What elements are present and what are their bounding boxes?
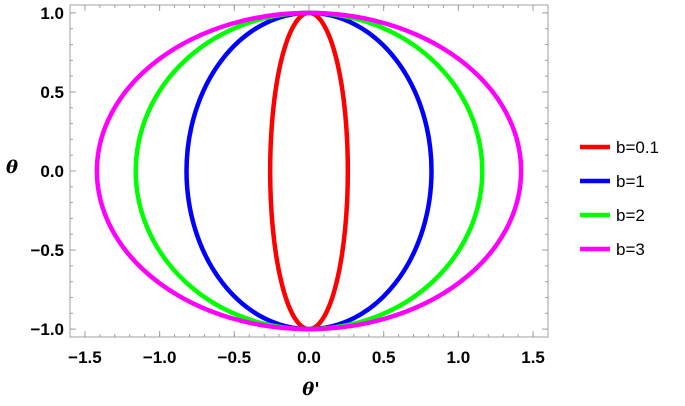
x-axis-label: θ' — [302, 379, 320, 400]
series-curve-0 — [267, 10, 351, 332]
y-tick-label: 0.5 — [40, 83, 64, 102]
y-axis-ticks: −1.0 −0.5 0.0 0.5 1.0 — [30, 4, 548, 339]
legend-label-2: b=2 — [616, 206, 645, 225]
x-tick-label: −0.5 — [218, 348, 252, 367]
y-tick-label: 0.0 — [40, 162, 64, 181]
series-curve-1 — [184, 10, 434, 332]
x-axis-ticks: −1.5 −1.0 −0.5 0.0 0.5 1.0 1.5 — [68, 5, 545, 367]
y-axis-label: θ — [6, 157, 18, 178]
y-tick-label: −1.0 — [30, 320, 64, 339]
legend-label-0: b=0.1 — [616, 138, 659, 157]
plot-frame — [69, 4, 549, 338]
x-tick-label: 0.5 — [372, 348, 396, 367]
x-tick-label: −1.0 — [143, 348, 177, 367]
legend-label-3: b=3 — [616, 240, 645, 259]
x-tick-label: 0.0 — [297, 348, 321, 367]
x-tick-label: −1.5 — [68, 348, 102, 367]
y-tick-label: −0.5 — [30, 241, 64, 260]
x-tick-label: 1.0 — [447, 348, 471, 367]
legend-label-1: b=1 — [616, 172, 645, 191]
legend: b=0.1 b=1 b=2 b=3 — [580, 138, 659, 259]
series-curve-3 — [94, 10, 524, 332]
curves-layer — [94, 10, 524, 332]
x-tick-label: 1.5 — [521, 348, 545, 367]
y-tick-label: 1.0 — [40, 4, 64, 23]
